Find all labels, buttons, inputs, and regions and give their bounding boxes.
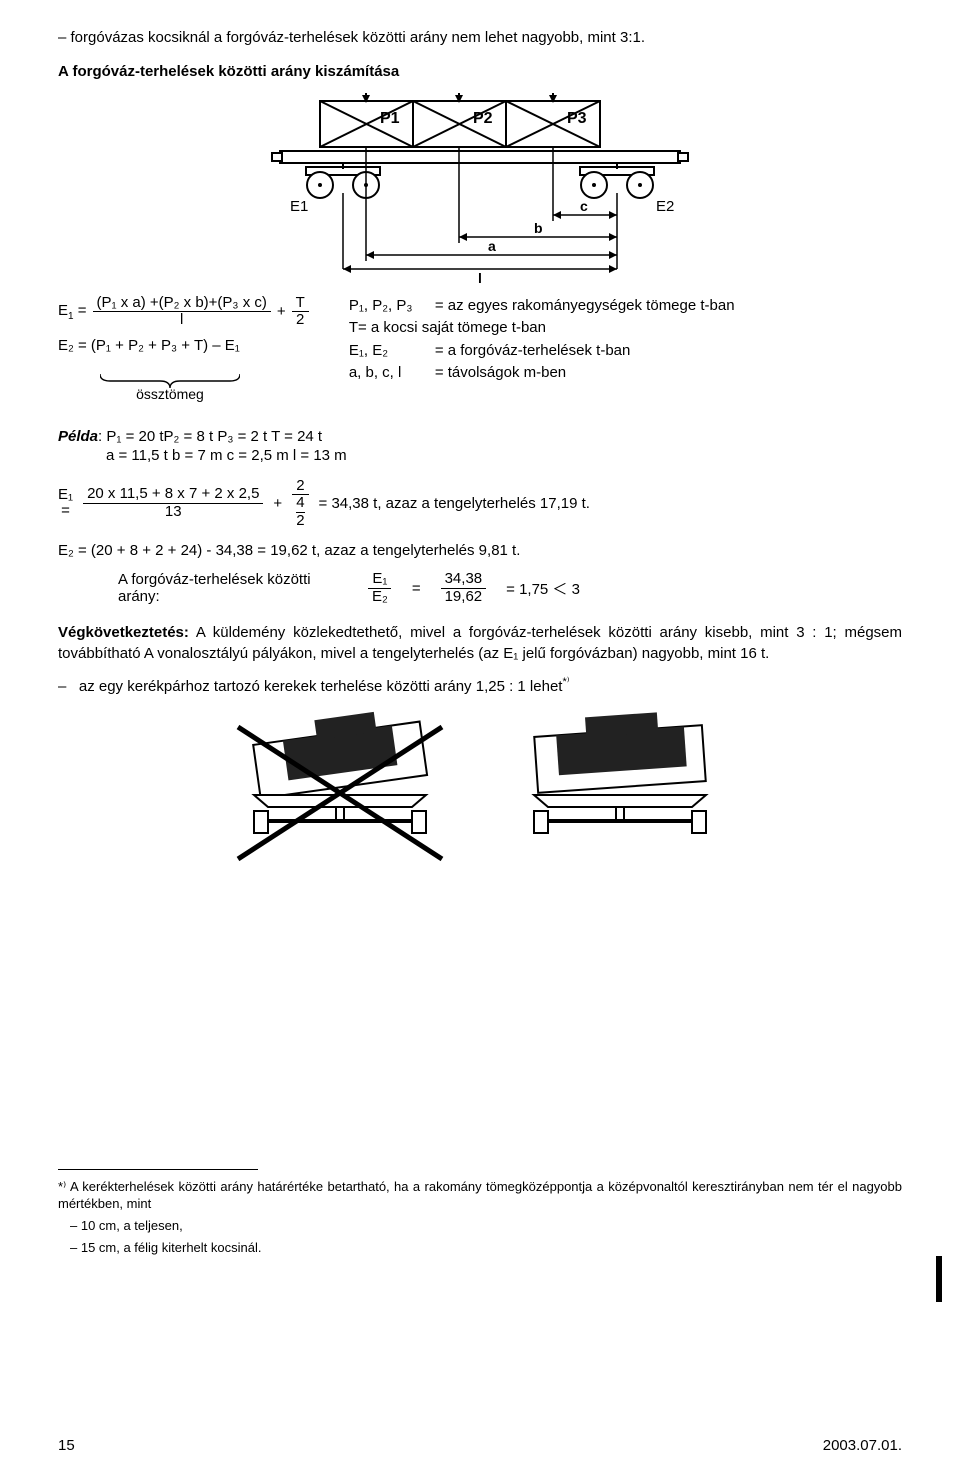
footnote-star: *⁾	[58, 1179, 70, 1194]
calc-num: 20 x 11,5 + 8 x 7 + 2 x 2,5	[83, 486, 263, 504]
ratio-eq: =	[412, 580, 421, 597]
wagon-diagram: P1 P2 P3 E1 E2 c	[240, 93, 720, 283]
footer-date: 2003.07.01.	[823, 1437, 902, 1454]
ratio-rhs-num: 34,38	[441, 571, 487, 589]
formula-e2: E₂ = (P₁ + P₂ + P₃ + T) – E₁ össztömeg	[58, 337, 309, 402]
ratio-result: = 1,75 ＜ 3	[506, 578, 580, 599]
axle-diagram-correct	[500, 709, 740, 869]
footnote-block: *⁾ A kerékterhelések közötti arány határ…	[58, 1178, 902, 1256]
footer-page-number: 15	[58, 1437, 75, 1454]
footnote-body: A kerékterhelések közötti arány határért…	[58, 1179, 902, 1212]
legend-p-key: P₁, P₂, P₃	[349, 295, 427, 318]
svg-text:l: l	[478, 270, 482, 283]
plus-sign: +	[277, 303, 286, 320]
formula-block: E1 = (P₁ x a) +(P₂ x b)+(P₃ x c) l + T 2…	[58, 295, 902, 402]
svg-text:P1: P1	[380, 110, 400, 127]
example-label: Példa	[58, 428, 98, 445]
ratio-lhs-num: E₁	[368, 571, 391, 589]
example-line1: : P₁ = 20 tP₂ = 8 t P₃ = 2 t T = 24 t	[98, 428, 322, 445]
e1-numerator: (P₁ x a) +(P₂ x b)+(P₃ x c)	[93, 295, 271, 313]
conclusion-dash: – az egy kerékpárhoz tartozó kerekek ter…	[58, 675, 902, 697]
eq2: =	[61, 503, 70, 520]
axle-diagram-pair	[58, 709, 902, 869]
svg-text:a: a	[488, 238, 496, 254]
svg-text:c: c	[580, 198, 588, 214]
example-calc-e1: E₁ = 20 x 11,5 + 8 x 7 + 2 x 2,5 13 + 2 …	[58, 478, 902, 530]
footnote-item1: – 10 cm, a teljesen,	[70, 1217, 902, 1235]
example-block: Példa: P₁ = 20 tP₂ = 8 t P₃ = 2 t T = 24…	[58, 428, 902, 606]
calc-plus: +	[273, 495, 282, 512]
footnote-item2: – 15 cm, a félig kiterhelt kocsinál.	[70, 1239, 902, 1257]
e1-denominator: l	[176, 312, 187, 329]
legend-abcl-val: = távolságok m-ben	[435, 362, 566, 385]
ratio-rhs-den: 19,62	[441, 589, 487, 606]
intro-dash-line: forgóvázas kocsiknál a forgóváz-terhelés…	[58, 28, 902, 48]
e2-line: E₂ = (P₁ + P₂ + P₃ + T) – E₁	[58, 337, 240, 354]
t-numerator: T	[292, 295, 309, 313]
e1-label: E₁	[58, 487, 73, 504]
svg-text:P3: P3	[567, 110, 587, 127]
t-denominator: 2	[292, 312, 308, 329]
legend-e-val: = a forgóváz-terhelések t-ban	[435, 340, 631, 363]
formula-e1: E1 = (P₁ x a) +(P₂ x b)+(P₃ x c) l + T 2	[58, 295, 309, 329]
brace-label: össztömeg	[100, 386, 240, 402]
example-line2: a = 11,5 t b = 7 m c = 2,5 m l = 13 m	[58, 447, 902, 464]
heading-calc: A forgóváz-terhelések közötti arány kisz…	[58, 62, 902, 82]
conclusion-dash-text: az egy kerékpárhoz tartozó kerekek terhe…	[79, 678, 563, 695]
conclusion-label: Végkövetkeztetés:	[58, 624, 189, 641]
page-footer: 15 2003.07.01.	[58, 1437, 902, 1454]
ratio-lhs-den: E₂	[368, 589, 392, 606]
example-e2-line: E₂ = (20 + 8 + 2 + 24) - 34,38 = 19,62 t…	[58, 541, 902, 561]
conclusion-star: *⁾	[562, 676, 569, 688]
side-revision-mark	[936, 1256, 942, 1302]
legend-t: T= a kocsi saját tömege t-ban	[349, 317, 735, 340]
legend-block: P₁, P₂, P₃ = az egyes rakományegységek tö…	[349, 295, 735, 385]
calc2-mid: 4	[296, 495, 304, 513]
ratio-text: A forgóváz-terhelések közötti arány:	[118, 571, 348, 605]
ratio-block: A forgóváz-terhelések közötti arány: E₁ …	[58, 571, 902, 605]
svg-text:E2: E2	[656, 198, 674, 215]
svg-text:b: b	[534, 220, 543, 236]
svg-text:P2: P2	[473, 110, 493, 127]
calc-den: 13	[161, 504, 186, 521]
calc-result1: = 34,38 t, azaz a tengelyterhelés 17,19 …	[319, 495, 590, 512]
legend-e-key: E₁, E₂	[349, 340, 427, 363]
axle-diagram-incorrect	[220, 709, 460, 869]
calc2-num: 2	[292, 478, 308, 496]
footnote-separator	[58, 1169, 258, 1170]
legend-abcl-key: a, b, c, l	[349, 362, 427, 385]
conclusion-para: Végkövetkeztetés: A küldemény közlekedte…	[58, 623, 902, 664]
legend-p-val: = az egyes rakományegységek tömege t-ban	[435, 295, 735, 318]
svg-text:E1: E1	[290, 198, 308, 215]
calc2-den: 2	[292, 513, 308, 530]
